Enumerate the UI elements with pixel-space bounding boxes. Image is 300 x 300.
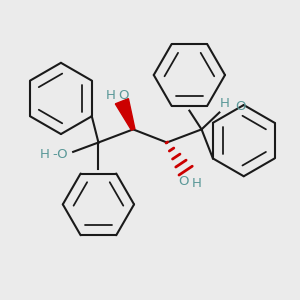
Text: H: H [192, 177, 202, 190]
Text: O: O [235, 100, 245, 113]
Text: -O: -O [52, 148, 68, 161]
Polygon shape [115, 99, 135, 130]
Text: H: H [40, 148, 50, 161]
Text: H: H [220, 97, 230, 110]
Text: O: O [118, 89, 129, 102]
Text: O: O [178, 176, 189, 188]
Text: H: H [106, 89, 116, 102]
